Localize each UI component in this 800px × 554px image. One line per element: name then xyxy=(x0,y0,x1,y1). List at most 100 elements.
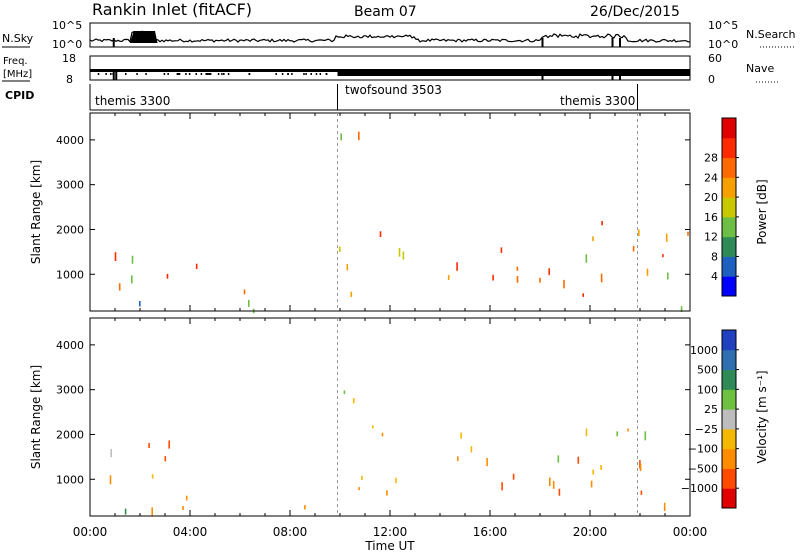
velocity-cell xyxy=(124,508,127,515)
colorbar-tick-label: 1000 xyxy=(690,344,718,357)
y-tick-label: 2000 xyxy=(56,223,84,236)
velocity-cell xyxy=(600,465,602,470)
velocity-cell xyxy=(395,477,397,484)
velocity-cell xyxy=(185,495,188,501)
power-ylabel: Slant Range [km] xyxy=(29,160,43,264)
nsky-line xyxy=(89,30,691,43)
velocity-cell xyxy=(663,502,666,511)
nave-dot xyxy=(97,73,100,75)
power-panel-frame xyxy=(89,112,691,312)
colorbar-tick-label: 16 xyxy=(704,211,718,224)
power-cell xyxy=(398,248,401,257)
colorbar-tick-label: 12 xyxy=(704,231,718,244)
y-tick-label: 3000 xyxy=(56,384,84,397)
power-cell xyxy=(339,246,341,252)
nave-dot xyxy=(110,73,112,75)
nave-tick-top: 60 xyxy=(708,52,722,65)
colorbar-tick-label: −500 xyxy=(688,462,718,475)
colorbar-tick-label: 20 xyxy=(704,191,718,204)
colorbar-swatch xyxy=(722,157,736,178)
colorbar-tick-label: 8 xyxy=(711,250,718,263)
nave-dot xyxy=(178,73,181,75)
colorbar-tick-label: 24 xyxy=(704,171,718,184)
colorbar-tick-label: −1000 xyxy=(681,482,718,495)
freq-tick-bottom: 8 xyxy=(66,73,73,86)
velocity-cell xyxy=(164,456,167,462)
freq-band-themis xyxy=(90,69,338,72)
nave-dot xyxy=(287,73,289,75)
power-cell xyxy=(563,279,565,289)
x-tick-label: 12:00 xyxy=(373,525,408,539)
x-tick-label: 20:00 xyxy=(573,525,608,539)
power-cell xyxy=(131,255,134,264)
colorbar-swatch xyxy=(722,349,736,371)
nave-dot xyxy=(227,73,230,75)
velocity-cell xyxy=(386,490,388,496)
velocity-cell xyxy=(352,398,355,404)
nsky-tick-bottom: 10^0 xyxy=(52,38,82,51)
power-cell xyxy=(500,247,503,253)
velocity-colorbar-label: Velocity [m s⁻¹] xyxy=(755,370,769,463)
power-cell xyxy=(646,268,649,276)
colorbar-swatch xyxy=(722,330,736,351)
power-cell xyxy=(447,275,450,280)
nave-dot xyxy=(209,73,211,75)
power-cell xyxy=(118,283,121,291)
power-cell xyxy=(346,264,349,271)
velocity-cell xyxy=(182,506,184,510)
power-cell xyxy=(687,231,689,236)
cpid-label: CPID xyxy=(5,89,34,102)
power-cell xyxy=(548,268,550,276)
colorbar-swatch xyxy=(722,118,736,139)
velocity-cell xyxy=(460,432,462,439)
y-tick-label: 2000 xyxy=(56,428,84,441)
nave-dot xyxy=(303,73,305,75)
nave-tick-bottom: 0 xyxy=(708,73,715,86)
nave-dot xyxy=(177,73,180,75)
velocity-cell xyxy=(585,428,588,437)
power-cell xyxy=(139,301,141,307)
nsearch-tick-top: 10^5 xyxy=(708,19,738,32)
velocity-cell xyxy=(512,473,515,480)
freq-label: Freq. xyxy=(3,56,28,67)
colorbar-tick-label: 28 xyxy=(704,152,718,165)
y-tick-label: 4000 xyxy=(56,339,84,352)
nave-dot xyxy=(176,73,179,75)
colorbar-swatch xyxy=(722,448,736,469)
velocity-cell xyxy=(151,507,153,516)
power-cell xyxy=(667,272,669,280)
velocity-cell xyxy=(552,481,555,489)
colorbar-tick-label: 4 xyxy=(711,270,718,283)
velocity-cell xyxy=(639,464,642,472)
freq-tick-top: 18 xyxy=(62,52,76,65)
power-axes: 1000 2000 3000 4000 xyxy=(56,113,691,311)
nave-dot xyxy=(125,73,127,75)
power-cell xyxy=(680,306,683,312)
nave-dot xyxy=(217,73,220,75)
velocity-cell xyxy=(168,440,170,449)
colorbar-swatch xyxy=(722,428,736,450)
nave-dot xyxy=(248,73,250,75)
velocity-cell xyxy=(501,482,503,491)
colorbar-swatch xyxy=(722,409,736,430)
velocity-cell xyxy=(110,448,112,458)
nave-dot xyxy=(163,73,166,75)
y-tick-label: 1000 xyxy=(56,268,84,281)
nave-dot xyxy=(319,73,322,75)
power-cell xyxy=(248,299,250,307)
velocity-cell xyxy=(616,431,618,437)
colorbar-tick-label: 100 xyxy=(697,383,718,396)
nave-dot xyxy=(281,73,284,75)
colorbar-swatch xyxy=(722,177,736,198)
velocity-cell xyxy=(644,431,647,441)
power-cell xyxy=(585,254,588,263)
nsearch-label: N.Search xyxy=(746,28,796,41)
date-title: 26/Dec/2015 xyxy=(590,4,680,20)
velocity-cell xyxy=(304,505,306,510)
nave-dot xyxy=(205,73,207,75)
velocity-cell xyxy=(590,480,593,488)
nave-dot xyxy=(305,73,307,75)
power-cell xyxy=(601,221,603,226)
nave-dot xyxy=(185,73,187,75)
